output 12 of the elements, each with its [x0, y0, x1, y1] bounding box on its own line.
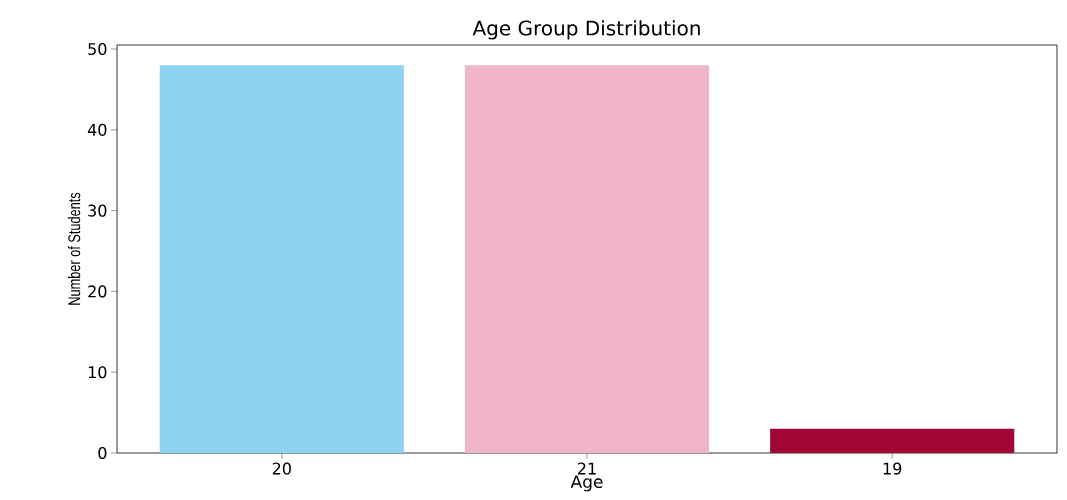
chart-title: Age Group Distribution [472, 20, 700, 40]
y-tick-label: 10 [88, 366, 107, 379]
x-axis-title: Age [570, 475, 603, 492]
y-axis-title: Number of Students [67, 192, 81, 305]
x-tick-label: 21 [578, 462, 596, 475]
y-tick-label: 0 [98, 446, 107, 460]
y-tick-label: 20 [88, 285, 107, 298]
y-tick-label: 40 [87, 123, 107, 136]
x-tick-label: 20 [272, 462, 291, 475]
x-tick-label: 19 [883, 462, 902, 475]
y-tick-label: 50 [88, 42, 107, 56]
y-tick-label: 30 [88, 204, 107, 217]
